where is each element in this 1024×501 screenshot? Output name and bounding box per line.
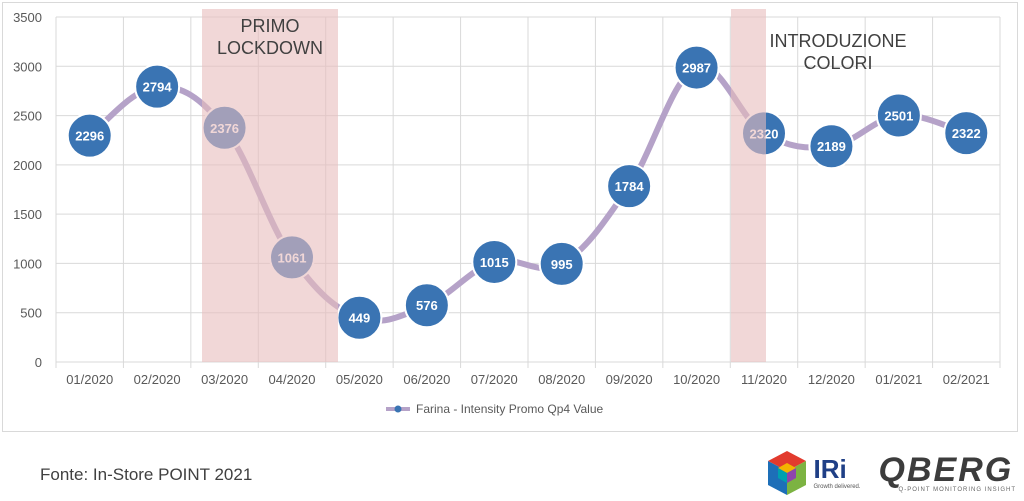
logos: IRi Growth delivered. QBERG Q-POINT MONI… — [766, 448, 1016, 498]
data-point — [673, 44, 720, 91]
data-label: 449 — [349, 311, 371, 326]
x-tick-label: 12/2020 — [808, 372, 855, 387]
y-tick-label: 3500 — [13, 10, 42, 25]
data-point — [538, 240, 585, 287]
annotation-label: LOCKDOWN — [217, 38, 323, 58]
source-note: Fonte: In-Store POINT 2021 — [40, 465, 253, 484]
data-point — [606, 163, 653, 210]
y-tick-label: 1500 — [13, 207, 42, 222]
data-point — [134, 63, 181, 110]
data-point — [875, 92, 922, 139]
data-label: 576 — [416, 298, 438, 313]
y-tick-label: 2500 — [13, 109, 42, 124]
legend-label: Farina - Intensity Promo Qp4 Value — [416, 402, 604, 416]
annotation-band — [202, 9, 338, 362]
data-point — [403, 282, 450, 329]
data-point — [471, 238, 518, 285]
iri-logo-tagline: Growth delivered. — [813, 484, 861, 490]
x-tick-label: 10/2020 — [673, 372, 720, 387]
qberg-logo: QBERG Q-POINT MONITORING INSIGHT — [879, 453, 1016, 493]
data-label: 2322 — [952, 126, 981, 141]
y-tick-label: 2000 — [13, 158, 42, 173]
iri-logo: IRi Growth delivered. — [766, 449, 861, 497]
x-tick-label: 02/2020 — [134, 372, 181, 387]
y-tick-label: 1000 — [13, 256, 42, 271]
x-tick-label: 01/2020 — [66, 372, 113, 387]
y-tick-label: 3000 — [13, 59, 42, 74]
y-tick-label: 0 — [35, 355, 42, 370]
x-tick-label: 03/2020 — [201, 372, 248, 387]
annotation-label: INTRODUZIONE — [770, 31, 907, 51]
data-label: 2501 — [884, 108, 913, 123]
annotation-label: COLORI — [803, 53, 872, 73]
legend-marker-swatch — [394, 405, 402, 413]
annotation-band — [731, 9, 766, 362]
y-tick-label: 500 — [20, 306, 42, 321]
x-tick-label: 09/2020 — [606, 372, 653, 387]
data-label: 2987 — [682, 61, 711, 76]
x-tick-label: 08/2020 — [538, 372, 585, 387]
data-point — [66, 112, 113, 159]
x-tick-label: 07/2020 — [471, 372, 518, 387]
x-tick-label: 06/2020 — [403, 372, 450, 387]
data-label: 2794 — [143, 80, 173, 95]
data-point — [943, 110, 990, 157]
iri-cube-icon — [767, 451, 806, 495]
data-label: 995 — [551, 257, 573, 272]
data-label: 2296 — [75, 129, 104, 144]
x-tick-label: 05/2020 — [336, 372, 383, 387]
data-label: 1015 — [480, 255, 509, 270]
x-tick-label: 04/2020 — [269, 372, 316, 387]
qberg-logo-tagline: Q-POINT MONITORING INSIGHT — [898, 487, 1016, 493]
line-chart: 0 500 1000 1500 2000 2500 3000 3500 01/2020 02/20… — [13, 9, 1001, 416]
iri-logo-text: IRi — [813, 454, 847, 484]
x-tick-label: 11/2020 — [741, 372, 787, 387]
qberg-logo-text: QBERG — [878, 451, 1014, 489]
x-tick-label: 01/2021 — [875, 372, 922, 387]
data-label: 2189 — [817, 139, 846, 154]
data-point — [808, 123, 855, 170]
x-tick-label: 02/2021 — [943, 372, 990, 387]
data-label: 1784 — [615, 179, 645, 194]
annotation-label: PRIMO — [240, 16, 299, 36]
